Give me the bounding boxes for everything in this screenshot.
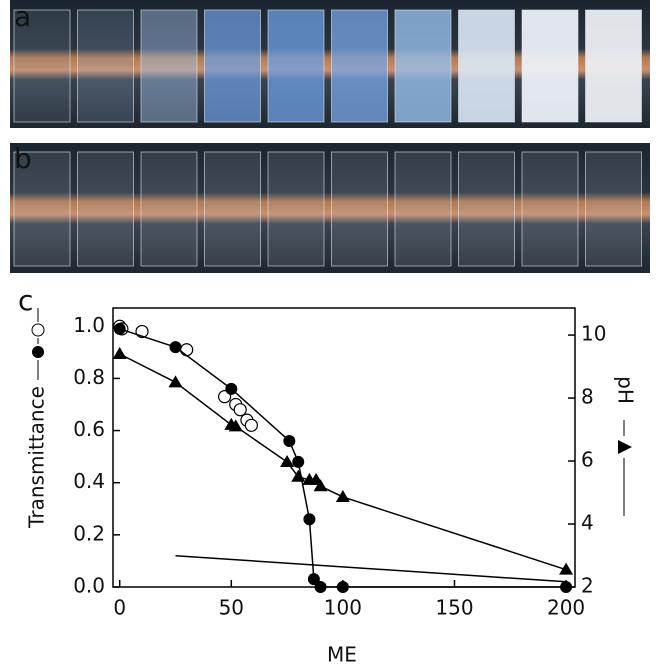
y-tick-label: 0.0 [73,574,105,598]
cuvette [585,151,642,267]
point [291,469,306,482]
y2-tick-label: 10 [581,322,606,346]
x-tick-label: 0 [113,596,126,620]
point [180,343,194,357]
cuvette [204,151,261,267]
y2-tick-label: 6 [581,448,594,472]
cuvette [267,151,325,267]
cuvette [394,9,452,123]
point [113,322,126,335]
series-line [175,554,567,583]
cuvette [13,9,71,123]
point [559,562,574,575]
panel-label: a [14,0,31,33]
y-tick-label: 0.4 [73,469,105,493]
point [560,581,573,593]
point [283,434,296,447]
y-tick-label: 1.0 [73,313,105,337]
y-tick-label: 0.6 [73,417,105,441]
series-line [119,328,567,588]
point [313,479,328,492]
cuvette [458,151,515,267]
y-axis-label: Transmittance [25,386,49,529]
cuvette [140,151,198,267]
point [280,454,295,467]
cuvette [458,9,515,123]
x-tick-label: 200 [547,596,585,620]
cuvette [204,9,261,123]
point [244,418,258,432]
cuvette [77,9,134,123]
point [169,341,182,354]
cuvettes [13,9,642,267]
y-legend-keys [31,308,632,516]
point [314,581,327,593]
x-tick-label: 50 [219,596,244,620]
series-line [119,353,567,571]
point [112,346,127,359]
y-tick-label: 0.8 [73,365,105,389]
cuvette [394,151,452,267]
x-axis-label: ME [327,643,357,667]
point [233,403,247,417]
point [168,375,183,388]
photo-b [10,143,650,273]
y2-tick-label: 8 [581,385,594,409]
point [335,489,350,502]
cuvette [331,151,388,267]
y2-tick-label: 2 [581,574,594,598]
y-tick-label: 0.2 [73,521,105,545]
panel-label: c [18,284,33,317]
cuvette [521,9,579,123]
cuvette [140,9,198,123]
point [225,382,238,395]
cuvette [77,151,134,267]
point [336,581,349,593]
point [217,390,232,404]
point [307,573,320,586]
cuvette [331,9,388,123]
panel-label: b [14,142,32,175]
point [292,455,305,468]
point [228,419,243,432]
cuvette [521,151,579,267]
y2-axis-label: pH [614,376,638,404]
cuvette [267,9,325,123]
y2-tick-label: 4 [581,511,594,535]
point [303,513,316,526]
x-tick-label: 100 [324,596,362,620]
cuvette [585,9,642,123]
x-tick-label: 150 [435,596,473,620]
cuvette [13,151,71,267]
